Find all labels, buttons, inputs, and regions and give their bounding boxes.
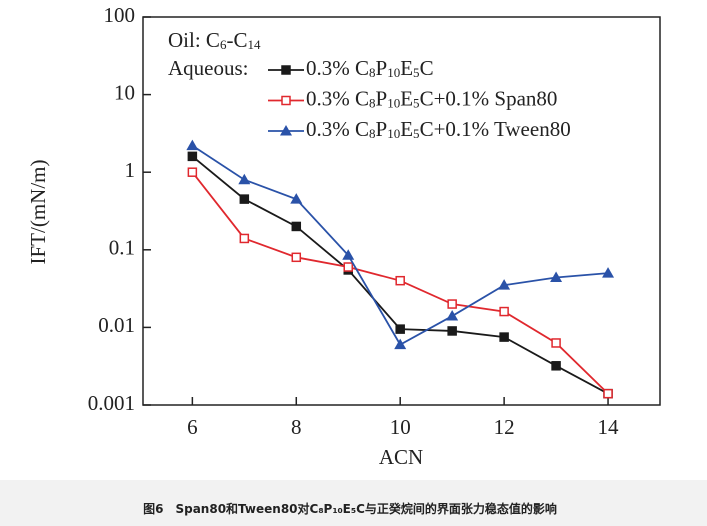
legend-marker xyxy=(281,65,291,75)
marker xyxy=(187,151,198,162)
marker xyxy=(499,306,509,317)
x-tick-label: 12 xyxy=(494,415,515,439)
plot-frame xyxy=(142,16,661,406)
marker xyxy=(342,249,355,260)
x-tick-label: 14 xyxy=(598,415,620,439)
marker xyxy=(291,252,302,263)
marker xyxy=(239,194,250,204)
marker xyxy=(551,338,561,348)
marker xyxy=(394,338,407,350)
annotation: Oil: C6-C14 xyxy=(168,28,261,52)
marker xyxy=(290,193,303,204)
marker xyxy=(551,361,561,371)
marker xyxy=(186,139,199,151)
marker xyxy=(602,267,615,278)
x-tick-label: 6 xyxy=(187,415,198,439)
marker xyxy=(550,271,563,282)
caption-bg xyxy=(0,480,707,526)
marker xyxy=(238,173,251,185)
marker xyxy=(395,324,405,334)
marker xyxy=(291,221,302,232)
legend-label: 0.3% C8P10E5C+0.1% Tween80 xyxy=(306,117,571,141)
legend-marker xyxy=(281,95,291,106)
y-tick-label: 0.1 xyxy=(109,236,135,260)
series-line xyxy=(191,155,609,395)
y-tick-label: 1 xyxy=(125,158,136,182)
caption: 图6 Span80和Tween80对C8P10E5C与正癸烷间的界面张力稳态值的… xyxy=(143,501,557,516)
marker xyxy=(239,233,250,244)
series-line xyxy=(191,144,609,346)
marker xyxy=(447,326,457,336)
x-tick-label: 10 xyxy=(390,415,411,439)
x-axis-label: ACN xyxy=(379,445,423,469)
marker xyxy=(343,262,353,272)
marker xyxy=(498,279,511,290)
marker xyxy=(395,275,405,286)
x-tick-label: 8 xyxy=(291,415,302,439)
y-axis-label: IFT/(mN/m) xyxy=(26,160,50,265)
marker xyxy=(187,167,198,177)
legend-marker xyxy=(280,125,292,136)
y-tick-label: 0.001 xyxy=(88,391,135,415)
legend-title: Aqueous: xyxy=(168,56,249,80)
y-tick-label: 10 xyxy=(114,80,135,104)
marker xyxy=(446,310,459,321)
y-tick-label: 100 xyxy=(104,3,136,27)
marker xyxy=(603,388,613,399)
legend-label: 0.3% C8P10E5C xyxy=(306,56,434,80)
marker xyxy=(447,299,457,309)
marker xyxy=(499,332,509,342)
legend-label: 0.3% C8P10E5C+0.1% Span80 xyxy=(306,86,557,110)
y-tick-label: 0.01 xyxy=(98,313,135,337)
